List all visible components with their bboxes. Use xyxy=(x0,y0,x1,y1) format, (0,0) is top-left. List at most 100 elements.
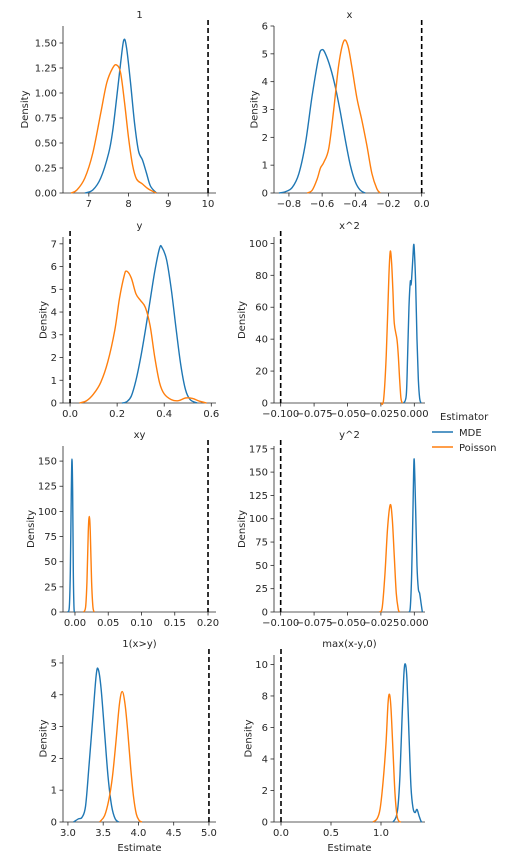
x-tick-label: 4.5 xyxy=(166,828,182,839)
density-curve-poisson xyxy=(70,64,157,194)
y-tick-label: 100 xyxy=(38,507,57,518)
y-tick-label: 5 xyxy=(262,49,268,60)
density-curve-mde xyxy=(408,458,424,613)
y-tick-label: 2 xyxy=(262,133,268,144)
x-tick-label: −0.050 xyxy=(329,409,366,420)
y-tick-label: 150 xyxy=(249,468,268,479)
y-tick-label: 3 xyxy=(51,722,57,733)
x-tick-label: 0.00 xyxy=(64,618,86,629)
x-tick-label: 0.5 xyxy=(323,828,339,839)
y-axis-label: Density xyxy=(20,90,31,128)
x-tick-label: 3.5 xyxy=(95,828,111,839)
x-tick-label: −0.100 xyxy=(262,618,299,629)
x-tick-label: −0.4 xyxy=(343,199,367,210)
x-axis-label: Estimate xyxy=(117,843,161,854)
y-axis-label: Density xyxy=(39,719,50,757)
y-tick-label: 6 xyxy=(262,723,268,734)
subplot-3: y 0.0 0.2 0.4 0.6 0 1 2 3 4 5 6 7 Density xyxy=(39,221,220,420)
x-tick-label: 0.0 xyxy=(273,828,289,839)
x-tick-label: 9 xyxy=(165,199,171,210)
y-tick-label: 125 xyxy=(38,482,57,493)
density-curve-mde xyxy=(84,38,157,194)
x-tick-label: 4.0 xyxy=(130,828,146,839)
y-tick-label: 1 xyxy=(51,786,57,797)
y-axis-label: Density xyxy=(237,510,248,548)
subplot-5: xy 0.00 0.05 0.10 0.15 0.20 0 25 50 75 100 125 150 De… xyxy=(26,430,219,629)
x-tick-label: −0.2 xyxy=(376,199,400,210)
y-tick-label: 10 xyxy=(255,660,268,671)
y-axis-label: Density xyxy=(250,90,261,128)
y-tick-label: 1 xyxy=(262,161,268,172)
x-tick-label: −0.100 xyxy=(262,409,299,420)
x-tick-label: 0.2 xyxy=(109,409,125,420)
density-curve-mde xyxy=(73,667,120,823)
y-axis-label: Density xyxy=(26,510,37,548)
y-tick-label: 6 xyxy=(262,22,268,33)
subplot-8: max(x-y,0) 0.0 0.5 1.0 0 2 4 6 8 10 Density Estimat… xyxy=(243,639,425,854)
x-tick-label: 1.0 xyxy=(373,828,389,839)
y-tick-label: 2 xyxy=(262,786,268,797)
y-tick-label: 25 xyxy=(255,584,268,595)
y-axis-label: Density xyxy=(243,719,254,757)
y-tick-label: 100 xyxy=(249,514,268,525)
subplot-grid: 17 8 9 100.000.250.500.751.001.251.50Densit… xyxy=(20,10,430,854)
density-curve-mde xyxy=(66,458,76,613)
legend-title: Estimator xyxy=(440,412,489,423)
x-tick-label: 0.05 xyxy=(97,618,119,629)
y-tick-label: 3 xyxy=(262,105,268,116)
y-tick-label: 1 xyxy=(51,376,57,387)
x-tick-label: −0.050 xyxy=(329,618,366,629)
x-tick-label: 0.000 xyxy=(400,618,429,629)
x-tick-label: 7 xyxy=(86,199,92,210)
subplot-title: y^2 xyxy=(339,430,360,441)
x-tick-label: 0.15 xyxy=(164,618,186,629)
y-tick-label: 80 xyxy=(255,271,268,282)
y-tick-label: 5 xyxy=(51,285,57,296)
y-tick-label: 0 xyxy=(51,608,57,619)
subplot-title: xy xyxy=(134,430,146,441)
y-tick-label: 0 xyxy=(51,818,57,829)
y-tick-label: 2 xyxy=(51,353,57,364)
y-tick-label: 5 xyxy=(51,658,57,669)
subplot-1: 1 7 8 9 10 0.00 0.25 0.50 0.75 1.00 1.25 1.50 Densit… xyxy=(20,10,216,210)
subplot-2: x −0.8 −0.6 −0.4 −0.2 0.0 0 1 2 3 4 5 6 Density xyxy=(250,10,430,210)
y-tick-label: 0.00 xyxy=(35,189,57,200)
subplot-4: x^2 −0.100−0.075−0.050−0.025 0.000 0 20 40 60 8… xyxy=(237,221,429,420)
y-tick-label: 0 xyxy=(262,189,268,200)
subplot-title: x xyxy=(347,10,353,21)
y-tick-label: 50 xyxy=(44,557,57,568)
y-tick-label: 0.50 xyxy=(35,139,57,150)
x-tick-label: −0.6 xyxy=(310,199,334,210)
legend: Estimator MDE Poisson xyxy=(432,412,496,454)
y-tick-label: 125 xyxy=(249,491,268,502)
y-tick-label: 25 xyxy=(44,582,57,593)
y-tick-label: 0.25 xyxy=(35,164,57,175)
subplot-title: x^2 xyxy=(339,221,360,232)
subplot-7: 1(x>y) 3.0 3.5 4.0 4.5 5.0 0 1 2 3 4 5 Density Estima… xyxy=(39,639,217,854)
x-tick-label: 5.0 xyxy=(201,828,217,839)
y-tick-label: 4 xyxy=(262,77,268,88)
legend-label-mde: MDE xyxy=(459,428,482,439)
density-curve-poisson xyxy=(99,690,143,823)
y-axis-label: Density xyxy=(39,301,50,339)
y-tick-label: 75 xyxy=(255,538,268,549)
x-tick-label: 3.0 xyxy=(60,828,76,839)
y-tick-label: 6 xyxy=(51,262,57,273)
y-tick-label: 175 xyxy=(249,444,268,455)
density-curve-poisson xyxy=(306,39,381,194)
subplot-title: y xyxy=(137,221,143,232)
legend-label-poisson: Poisson xyxy=(459,443,496,454)
y-tick-label: 7 xyxy=(51,239,57,250)
y-tick-label: 0 xyxy=(262,818,268,829)
x-axis-label: Estimate xyxy=(327,843,371,854)
y-tick-label: 3 xyxy=(51,330,57,341)
y-tick-label: 20 xyxy=(255,367,268,378)
y-tick-label: 60 xyxy=(255,303,268,314)
density-curve-mde xyxy=(392,663,423,823)
x-tick-label: −0.8 xyxy=(277,199,301,210)
x-tick-label: 0.000 xyxy=(400,409,429,420)
x-tick-label: 0.0 xyxy=(414,199,430,210)
y-tick-label: 1.00 xyxy=(35,89,57,100)
density-curve-poisson xyxy=(380,250,403,405)
